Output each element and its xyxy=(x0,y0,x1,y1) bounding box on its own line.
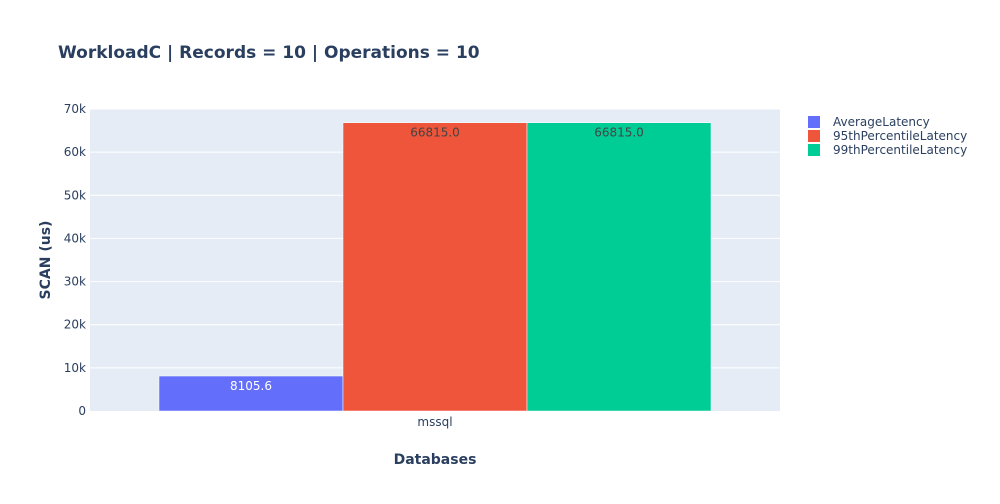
y-tick-label: 30k xyxy=(64,275,86,289)
legend-swatch xyxy=(808,130,820,142)
legend-item-AverageLatency[interactable]: AverageLatency xyxy=(808,115,930,129)
legend-swatch xyxy=(808,116,820,128)
bars xyxy=(158,122,712,412)
y-tick-label: 20k xyxy=(64,318,86,332)
data-labels: 8105.6 66815.0 66815.0 xyxy=(230,126,644,393)
y-tick-label: 60k xyxy=(64,145,86,159)
legend[interactable]: AverageLatency95thPercentileLatency99thP… xyxy=(808,115,967,157)
bar-value-label: 66815.0 xyxy=(594,126,644,140)
y-tick-label: 0 xyxy=(78,404,86,418)
x-tick-label: mssql xyxy=(417,415,452,429)
legend-swatch xyxy=(808,144,820,156)
legend-label: AverageLatency xyxy=(833,115,930,129)
legend-label: 95thPercentileLatency xyxy=(833,129,967,143)
bar-99thPercentileLatency[interactable] xyxy=(526,122,712,412)
bar-95thPercentileLatency[interactable] xyxy=(342,122,528,412)
y-tick-label: 40k xyxy=(64,231,86,245)
bar-value-label: 8105.6 xyxy=(230,379,272,393)
legend-item-99thPercentileLatency[interactable]: 99thPercentileLatency xyxy=(808,143,967,157)
legend-item-95thPercentileLatency[interactable]: 95thPercentileLatency xyxy=(808,129,967,143)
legend-label: 99thPercentileLatency xyxy=(833,143,967,157)
x-axis-ticks: mssql xyxy=(417,415,452,429)
y-tick-label: 70k xyxy=(64,102,86,116)
y-tick-label: 10k xyxy=(64,361,86,375)
bar-AverageLatency[interactable] xyxy=(158,375,344,412)
y-tick-label: 50k xyxy=(64,188,86,202)
chart-title: WorkloadC | Records = 10 | Operations = … xyxy=(58,43,480,63)
y-axis-ticks: 0 10k 20k 30k 40k 50k 60k 70k xyxy=(64,102,86,418)
y-axis-title: SCAN (us) xyxy=(38,221,54,300)
x-axis-title: Databases xyxy=(394,452,477,468)
bar-value-label: 66815.0 xyxy=(410,126,460,140)
